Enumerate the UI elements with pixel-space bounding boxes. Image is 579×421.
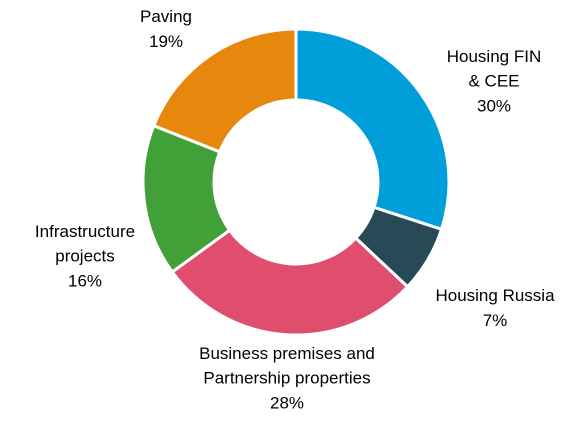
value-label: 16% [68,271,102,290]
donut-slice [294,27,451,232]
value-label: 28% [270,393,304,412]
slice-label: Infrastructure projects [35,222,135,266]
value-label: 19% [149,32,183,51]
label-line: & CEE [468,72,519,91]
label-line: Paving [140,7,192,26]
label-line: projects [55,247,115,266]
label-line: Housing Russia [435,286,555,305]
value-label: 30% [477,96,511,115]
slice-label: Paving [140,7,192,26]
donut-slice [170,228,410,337]
value-label: 7% [483,311,508,330]
slice-label: Housing Russia [435,286,555,305]
label-line: Housing FIN [447,47,541,66]
label-line: Partnership properties [203,369,370,388]
label-line: Infrastructure [35,222,135,241]
label-line: Business premises and [199,344,375,363]
donut-slice [151,27,298,154]
slice-label: Business premises and Partnership propert… [199,344,375,388]
slice-label: Housing FIN & CEE [447,47,541,91]
